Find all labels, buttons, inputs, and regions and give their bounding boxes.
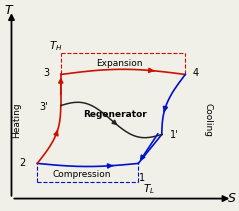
Text: Expansion: Expansion	[96, 59, 143, 68]
Text: Cooling: Cooling	[203, 103, 212, 137]
Text: T: T	[4, 4, 12, 17]
Text: 2: 2	[19, 158, 26, 168]
Text: 4: 4	[192, 68, 198, 78]
Text: Compression: Compression	[53, 170, 111, 179]
Text: 3: 3	[43, 68, 49, 78]
Text: Heating: Heating	[12, 102, 21, 138]
Text: Regenerator: Regenerator	[83, 110, 147, 119]
Text: $T_H$: $T_H$	[49, 40, 63, 53]
Text: 3': 3'	[39, 101, 48, 112]
Text: 1': 1'	[170, 130, 179, 141]
Text: S: S	[228, 192, 236, 205]
Text: $T_L$: $T_L$	[143, 182, 155, 196]
Text: 1: 1	[139, 173, 145, 183]
